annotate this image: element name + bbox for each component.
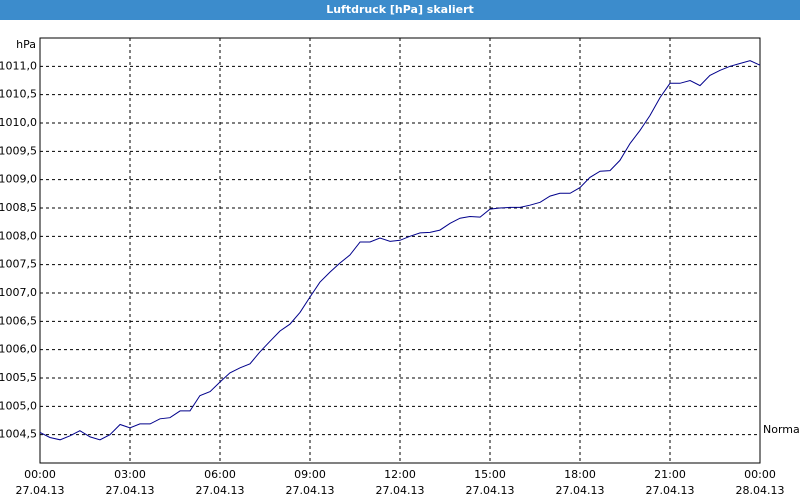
- x-tick-label: 09:00: [294, 468, 326, 481]
- y-axis-label: hPa: [16, 38, 36, 51]
- x-tick-label: 21:00: [654, 468, 686, 481]
- x-tick-date: 27.04.13: [16, 484, 65, 497]
- y-tick-label: 1010,0: [0, 116, 37, 129]
- y-tick-label: 1010,5: [0, 88, 37, 101]
- x-tick-label: 12:00: [384, 468, 416, 481]
- pressure-line: [39, 60, 761, 441]
- y-tick-label: 1009,0: [0, 173, 37, 186]
- y-tick-label: 1005,5: [0, 371, 37, 384]
- x-tick-date: 27.04.13: [196, 484, 245, 497]
- y-tick-label: 1006,0: [0, 343, 37, 356]
- x-tick-date: 27.04.13: [376, 484, 425, 497]
- x-tick-label: 06:00: [204, 468, 236, 481]
- x-tick-label: 00:00: [24, 468, 56, 481]
- y-tick-label: 1006,5: [0, 314, 37, 327]
- x-tick-date: 27.04.13: [466, 484, 515, 497]
- y-tick-label: 1008,5: [0, 201, 37, 214]
- title-bar: [0, 0, 800, 20]
- x-tick-date: 28.04.13: [736, 484, 785, 497]
- x-tick-label: 18:00: [564, 468, 596, 481]
- y-tick-label: 1011,0: [0, 59, 37, 72]
- x-tick-date: 27.04.13: [106, 484, 155, 497]
- chart-title: Luftdruck [hPa] skaliert: [326, 3, 474, 16]
- y-tick-label: 1009,5: [0, 144, 37, 157]
- x-tick-date: 27.04.13: [556, 484, 605, 497]
- annotation: Normal: [763, 423, 800, 436]
- y-tick-label: 1007,5: [0, 258, 37, 271]
- y-tick-label: 1004,5: [0, 428, 37, 441]
- x-tick-label: 03:00: [114, 468, 146, 481]
- x-tick-label: 15:00: [474, 468, 506, 481]
- y-tick-label: 1008,0: [0, 229, 37, 242]
- y-tick-label: 1007,0: [0, 286, 37, 299]
- x-tick-date: 27.04.13: [646, 484, 695, 497]
- y-tick-label: 1005,0: [0, 399, 37, 412]
- x-tick-date: 27.04.13: [286, 484, 335, 497]
- x-tick-label: 00:00: [744, 468, 776, 481]
